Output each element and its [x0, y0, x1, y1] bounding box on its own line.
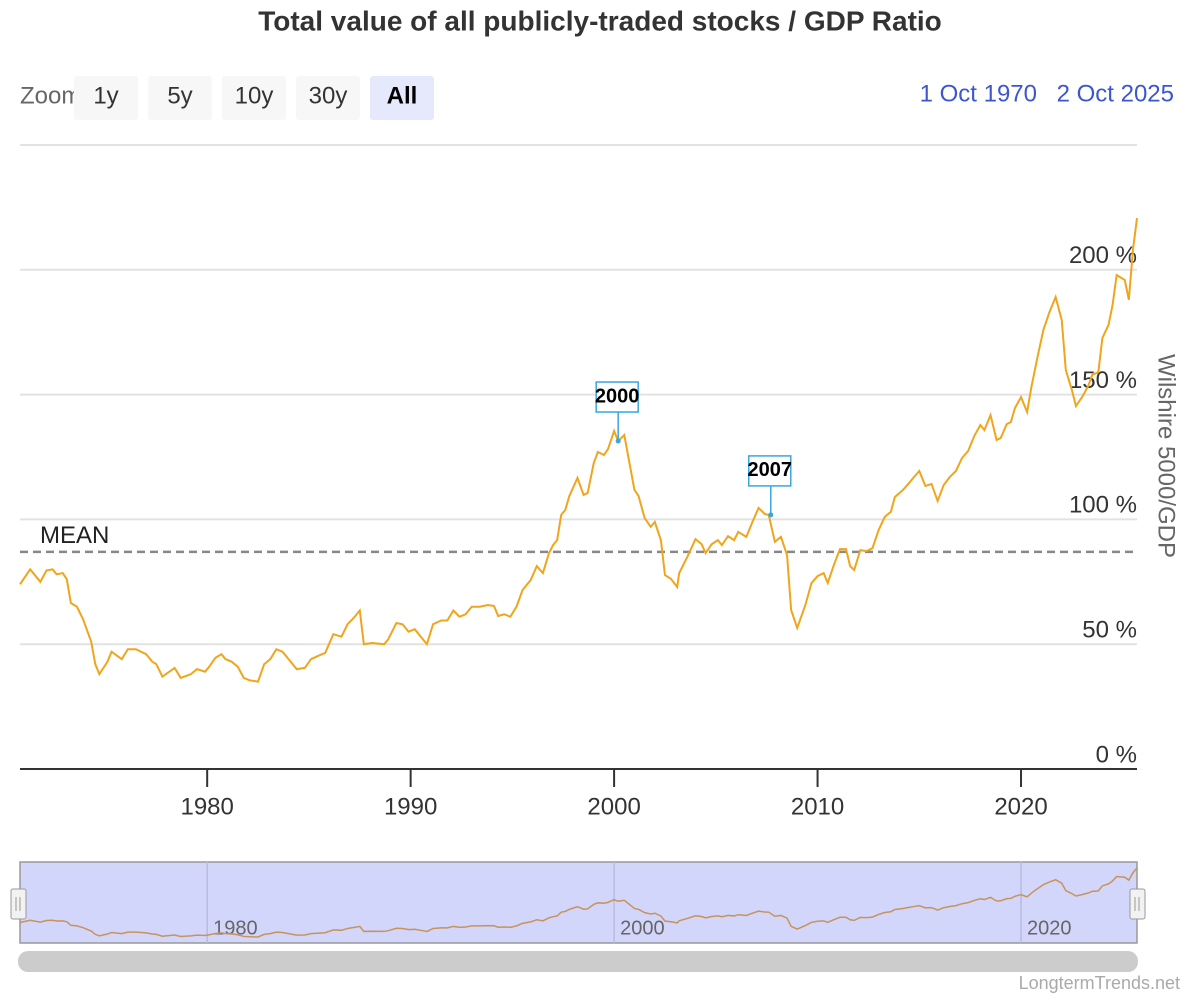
scrollbar[interactable]	[18, 951, 1138, 972]
data-line	[19, 218, 1138, 683]
flag-label: 2000	[595, 385, 640, 407]
x-tick-label: 1980	[180, 793, 233, 820]
x-tick-label: 2020	[994, 793, 1047, 820]
credit: LongtermTrends.net	[1019, 973, 1180, 993]
zoom-button-label[interactable]: 5y	[167, 82, 192, 109]
zoom-button[interactable]	[222, 76, 286, 120]
zoom-button[interactable]	[74, 76, 138, 120]
zoom-label: Zoom	[20, 82, 81, 109]
navigator-tick-label: 1980	[213, 917, 257, 939]
zoom-button-label[interactable]: All	[387, 82, 418, 109]
range-from: 1 Oct 1970	[920, 80, 1037, 107]
flag-box	[748, 455, 792, 487]
zoom-button-label[interactable]: 10y	[235, 82, 274, 109]
navigator-background	[19, 861, 1138, 944]
zoom-button[interactable]	[370, 76, 434, 120]
x-tick-label: 2000	[587, 793, 640, 820]
flag-point	[768, 512, 774, 518]
y-tick-label: 100 %	[1069, 492, 1137, 519]
y-tick-label: 0 %	[1096, 741, 1137, 768]
zoom-button[interactable]	[296, 76, 360, 120]
flag-point	[615, 438, 621, 444]
flag-label: 2007	[748, 459, 793, 481]
zoom-button-label[interactable]: 1y	[93, 82, 118, 109]
range-to: 2 Oct 2025	[1057, 80, 1174, 107]
chart-title: Total value of all publicly-traded stock…	[258, 5, 942, 36]
navigator-handle[interactable]	[1129, 888, 1146, 920]
x-tick-label: 2010	[791, 793, 844, 820]
zoom-button-label[interactable]: 30y	[309, 82, 348, 109]
y-tick-label: 50 %	[1082, 617, 1137, 644]
y-tick-label: 150 %	[1069, 367, 1137, 394]
x-tick-label: 1990	[384, 793, 437, 820]
navigator-handle[interactable]	[10, 888, 27, 920]
navigator-line	[19, 867, 1138, 938]
y-tick-label: 200 %	[1069, 242, 1137, 269]
navigator-tick-label: 2000	[620, 917, 665, 939]
mean-label: MEAN	[40, 522, 109, 549]
y-axis-title: Wilshire 5000/GDP	[1153, 354, 1180, 558]
zoom-button[interactable]	[148, 76, 212, 120]
navigator-tick-label: 2020	[1027, 917, 1072, 939]
flag-box	[595, 381, 639, 413]
